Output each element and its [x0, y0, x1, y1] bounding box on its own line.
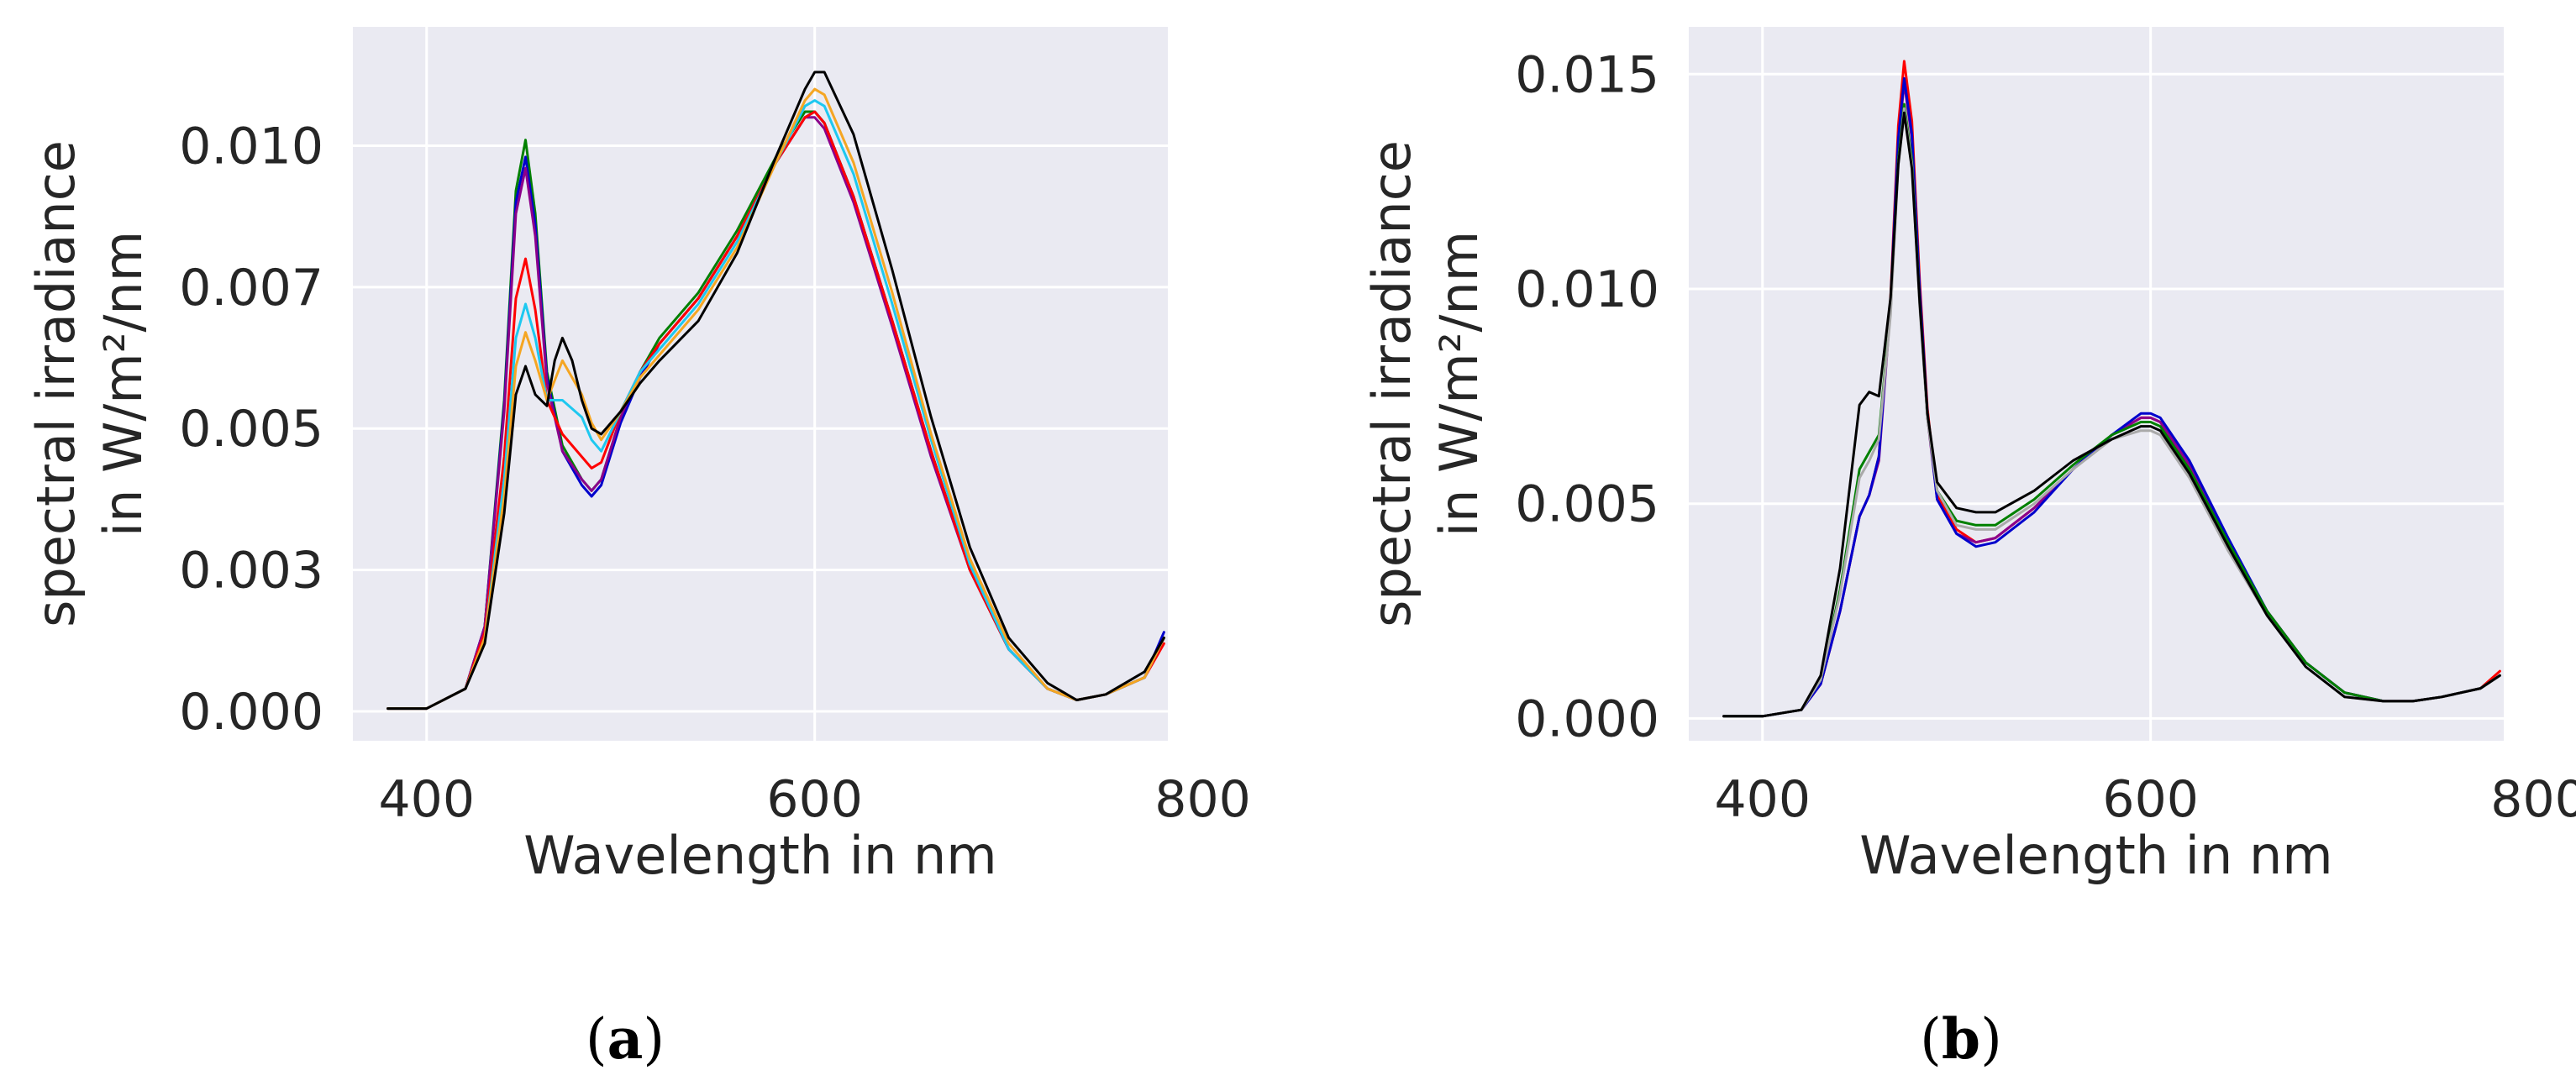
caption-a-close: ): [643, 1007, 665, 1072]
plot-area-b: [1689, 27, 2504, 741]
series-b: [1722, 60, 2501, 718]
caption-a-letter: a: [607, 1006, 644, 1072]
x-tick-labels-a: 400 600 800: [378, 770, 1250, 829]
y-tick-label-b-1: 0.005: [1515, 475, 1659, 534]
y-tick-label-b-2: 0.010: [1515, 260, 1659, 319]
y-tick-label-a-0: 0.000: [179, 683, 323, 742]
panel-b: 0.000 0.005 0.010 0.015 400 600 800 Wavelengt…: [1361, 27, 2576, 1072]
y-tick-label-a-3: 0.007: [179, 259, 323, 317]
series-line-a-s5: [386, 99, 1165, 711]
y-tick-label-a-2: 0.005: [179, 400, 323, 459]
y-axis-label-a-2: in W/m²/nm: [92, 231, 154, 537]
y-axis-label-b-1: spectral irradiance: [1361, 140, 1422, 627]
caption-a-open: (: [586, 1007, 607, 1072]
y-tick-labels-a: 0.000 0.003 0.005 0.007 0.010: [179, 117, 323, 742]
caption-a: (a): [586, 1006, 665, 1072]
caption-b-close: ): [1980, 1007, 2002, 1072]
y-tick-label-a-4: 0.010: [179, 117, 323, 176]
x-tick-label-b-2: 800: [2490, 770, 2576, 829]
y-axis-label-a-line1: spectral irradiance: [25, 140, 87, 627]
caption-b-letter: b: [1942, 1006, 1980, 1072]
panel-a: 0.000 0.003 0.005 0.007 0.010 400 600 800 Wave…: [25, 27, 1251, 1072]
y-axis-label-b-2: in W/m²/nm: [1428, 231, 1490, 537]
y-axis-label-a: spectral irradiance: [25, 140, 87, 627]
x-tick-label-b-1: 600: [2102, 770, 2199, 829]
x-tick-label-b-0: 400: [1714, 770, 1811, 829]
x-axis-label-a: Wavelength in nm: [523, 825, 996, 886]
x-tick-label-a-2: 800: [1154, 770, 1251, 829]
x-axis-label-b: Wavelength in nm: [1859, 825, 2332, 886]
series-line-b-s4: [1722, 102, 2501, 718]
caption-b: (b): [1920, 1006, 2002, 1072]
series-line-a-s7: [386, 71, 1165, 711]
grid-b: [1689, 27, 2504, 741]
caption-b-open: (: [1920, 1007, 1942, 1072]
series-line-b-s6: [1722, 111, 2501, 718]
series-a: [386, 71, 1165, 711]
x-tick-labels-b: 400 600 800: [1714, 770, 2576, 829]
y-tick-label-a-1: 0.003: [179, 542, 323, 601]
y-tick-labels-b: 0.000 0.005 0.010 0.015: [1515, 45, 1659, 748]
y-tick-label-b-3: 0.015: [1515, 45, 1659, 104]
series-line-a-s6: [386, 87, 1165, 711]
y-tick-label-b-0: 0.000: [1515, 690, 1659, 748]
plot-area-a: [353, 27, 1168, 741]
x-tick-label-a-1: 600: [766, 770, 863, 829]
x-tick-label-a-0: 400: [378, 770, 475, 829]
